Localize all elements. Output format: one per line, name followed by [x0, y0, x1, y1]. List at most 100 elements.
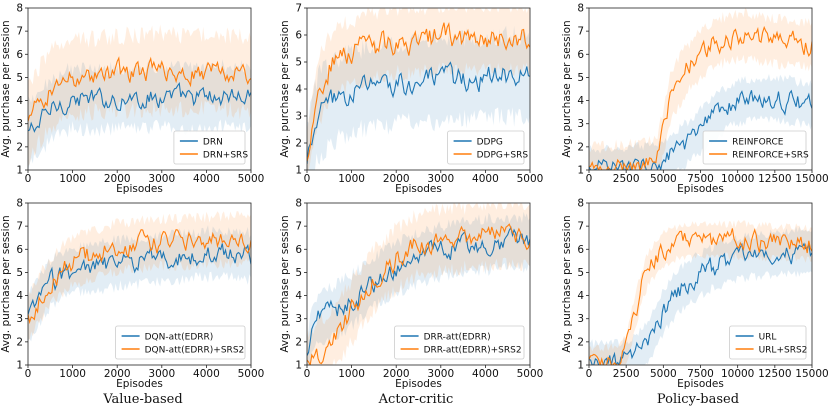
x-tick-label: 5000 [517, 173, 544, 185]
chart-panel-6: 0 2500 5000 7500 10000 12500 15000 1 2 3 4 5 6 7 8 Epis… [561, 198, 829, 391]
legend-box [394, 325, 525, 360]
y-tick-label: 6 [577, 49, 584, 61]
y-tick-label: 2 [577, 141, 584, 153]
series-line-drr-att-edrr- [307, 226, 530, 356]
x-tick-label: 4000 [472, 173, 499, 185]
legend-entry: URL+SRS2 [759, 345, 808, 355]
x-tick-label: 3000 [148, 368, 175, 380]
y-tick-label: 7 [295, 3, 302, 15]
y-tick-label: 1 [295, 165, 302, 177]
x-axis-label: Episodes [116, 378, 163, 390]
x-tick-label: 4000 [193, 173, 220, 185]
legend: DQN-att(EDRR) DQN-att(EDRR)+SRS2 [115, 325, 246, 360]
x-tick-label: 5000 [650, 173, 677, 185]
series-band-drr-att-edrr-srs2 [307, 203, 530, 365]
y-tick-label: 5 [16, 267, 23, 279]
legend-box [702, 130, 807, 165]
legend: DDPG DDPG+SRS [447, 130, 529, 165]
y-axis-label: Avg. purchase per session [0, 20, 12, 157]
x-tick-label: 2000 [104, 368, 131, 380]
x-tick-label: 15000 [795, 368, 828, 380]
y-tick-label: 8 [16, 3, 23, 15]
y-axis-label: Avg. purchase per session [561, 215, 573, 352]
y-tick-label: 1 [577, 360, 584, 372]
chart-panel-4: 0 1000 2000 3000 4000 5000 1 2 3 4 5 6 7 8 Episodes Avg… [0, 198, 264, 391]
y-axis-label: Avg. purchase per session [561, 20, 573, 157]
series-line-drn-srs [28, 56, 251, 122]
legend: DRN DRN+SRS [173, 130, 248, 165]
legend: URL URL+SRS2 [729, 325, 808, 360]
x-tick-label: 3000 [427, 368, 454, 380]
series-line-ddpg [307, 61, 530, 165]
series-line-url [589, 242, 812, 365]
legend-box [729, 325, 807, 360]
y-tick-label: 2 [295, 336, 302, 348]
legend-entry: DDPG+SRS [477, 150, 529, 160]
x-tick-label: 12500 [758, 368, 791, 380]
y-tick-label: 5 [577, 72, 584, 84]
x-tick-label: 5000 [238, 368, 265, 380]
y-tick-label: 7 [295, 221, 302, 233]
series-band-url [589, 226, 812, 365]
plot-area [307, 8, 530, 170]
x-tick-label: 1000 [338, 173, 365, 185]
y-tick-label: 6 [295, 30, 302, 42]
y-tick-label: 7 [577, 26, 584, 38]
x-tick-label: 5000 [238, 173, 265, 185]
legend-entry: URL [759, 332, 777, 342]
x-axis-label: Episodes [395, 378, 442, 390]
caption-policy-based: Policy-based [656, 392, 740, 407]
series-line-drn [28, 81, 251, 133]
series-band-reinforce-srs [589, 8, 812, 170]
y-tick-label: 4 [577, 290, 584, 302]
y-tick-label: 5 [295, 267, 302, 279]
legend-entry: DDPG [477, 137, 503, 147]
legend-box [447, 130, 525, 165]
series-band-drn [28, 59, 251, 170]
y-axis-label: Avg. purchase per session [0, 215, 12, 352]
x-tick-label: 0 [25, 368, 32, 380]
chart-panel-5: 0 1000 2000 3000 4000 5000 1 2 3 4 5 6 7 8 Episodes Avg… [279, 198, 543, 391]
y-tick-label: 1 [16, 165, 23, 177]
legend-entry: DQN-att(EDRR) [145, 332, 214, 342]
y-tick-label: 1 [577, 165, 584, 177]
y-tick-label: 1 [16, 360, 23, 372]
series-line-drr-att-edrr-srs2 [307, 223, 530, 365]
y-tick-label: 7 [16, 221, 23, 233]
series-band-ddpg [307, 25, 530, 170]
y-tick-label: 6 [16, 49, 23, 61]
x-tick-label: 15000 [795, 173, 828, 185]
legend: DRR-att(EDRR) DRR-att(EDRR)+SRS2 [394, 325, 525, 360]
y-tick-label: 8 [577, 198, 584, 210]
x-tick-label: 0 [304, 368, 311, 380]
x-tick-label: 2000 [383, 368, 410, 380]
y-tick-label: 2 [295, 138, 302, 150]
legend-box [115, 325, 246, 360]
x-tick-label: 2000 [383, 173, 410, 185]
y-tick-label: 2 [16, 336, 23, 348]
chart-panel-1: 0 1000 2000 3000 4000 5000 1 2 3 4 5 6 7 8 Episodes Avg… [0, 3, 264, 196]
legend: REINFORCE REINFORCE+SRS [702, 130, 809, 165]
series-line-dqn-att-edrr- [28, 243, 251, 315]
y-tick-label: 4 [16, 95, 23, 107]
y-tick-label: 4 [295, 84, 302, 96]
x-tick-label: 12500 [758, 173, 791, 185]
y-tick-label: 2 [16, 141, 23, 153]
series-band-dqn-att-edrr- [28, 225, 251, 342]
y-tick-label: 4 [16, 290, 23, 302]
legend-entry: DRN [203, 137, 223, 147]
x-axis-label: Episodes [395, 183, 442, 195]
y-tick-label: 3 [16, 313, 23, 325]
x-tick-label: 7500 [687, 368, 714, 380]
axes-frame [27, 202, 252, 366]
chart-panel-2: 0 1000 2000 3000 4000 5000 1 2 3 4 5 6 7 Episodes Avg.… [279, 3, 543, 196]
plot-area [28, 211, 251, 342]
caption-value-based: Value-based [103, 392, 183, 407]
legend-entry: DRN+SRS [203, 150, 248, 160]
caption-actor-critic: Actor-critic [378, 392, 454, 407]
x-axis-label: Episodes [677, 183, 724, 195]
x-tick-label: 5000 [650, 368, 677, 380]
legend-entry: REINFORCE [732, 137, 784, 147]
x-tick-label: 5000 [517, 368, 544, 380]
